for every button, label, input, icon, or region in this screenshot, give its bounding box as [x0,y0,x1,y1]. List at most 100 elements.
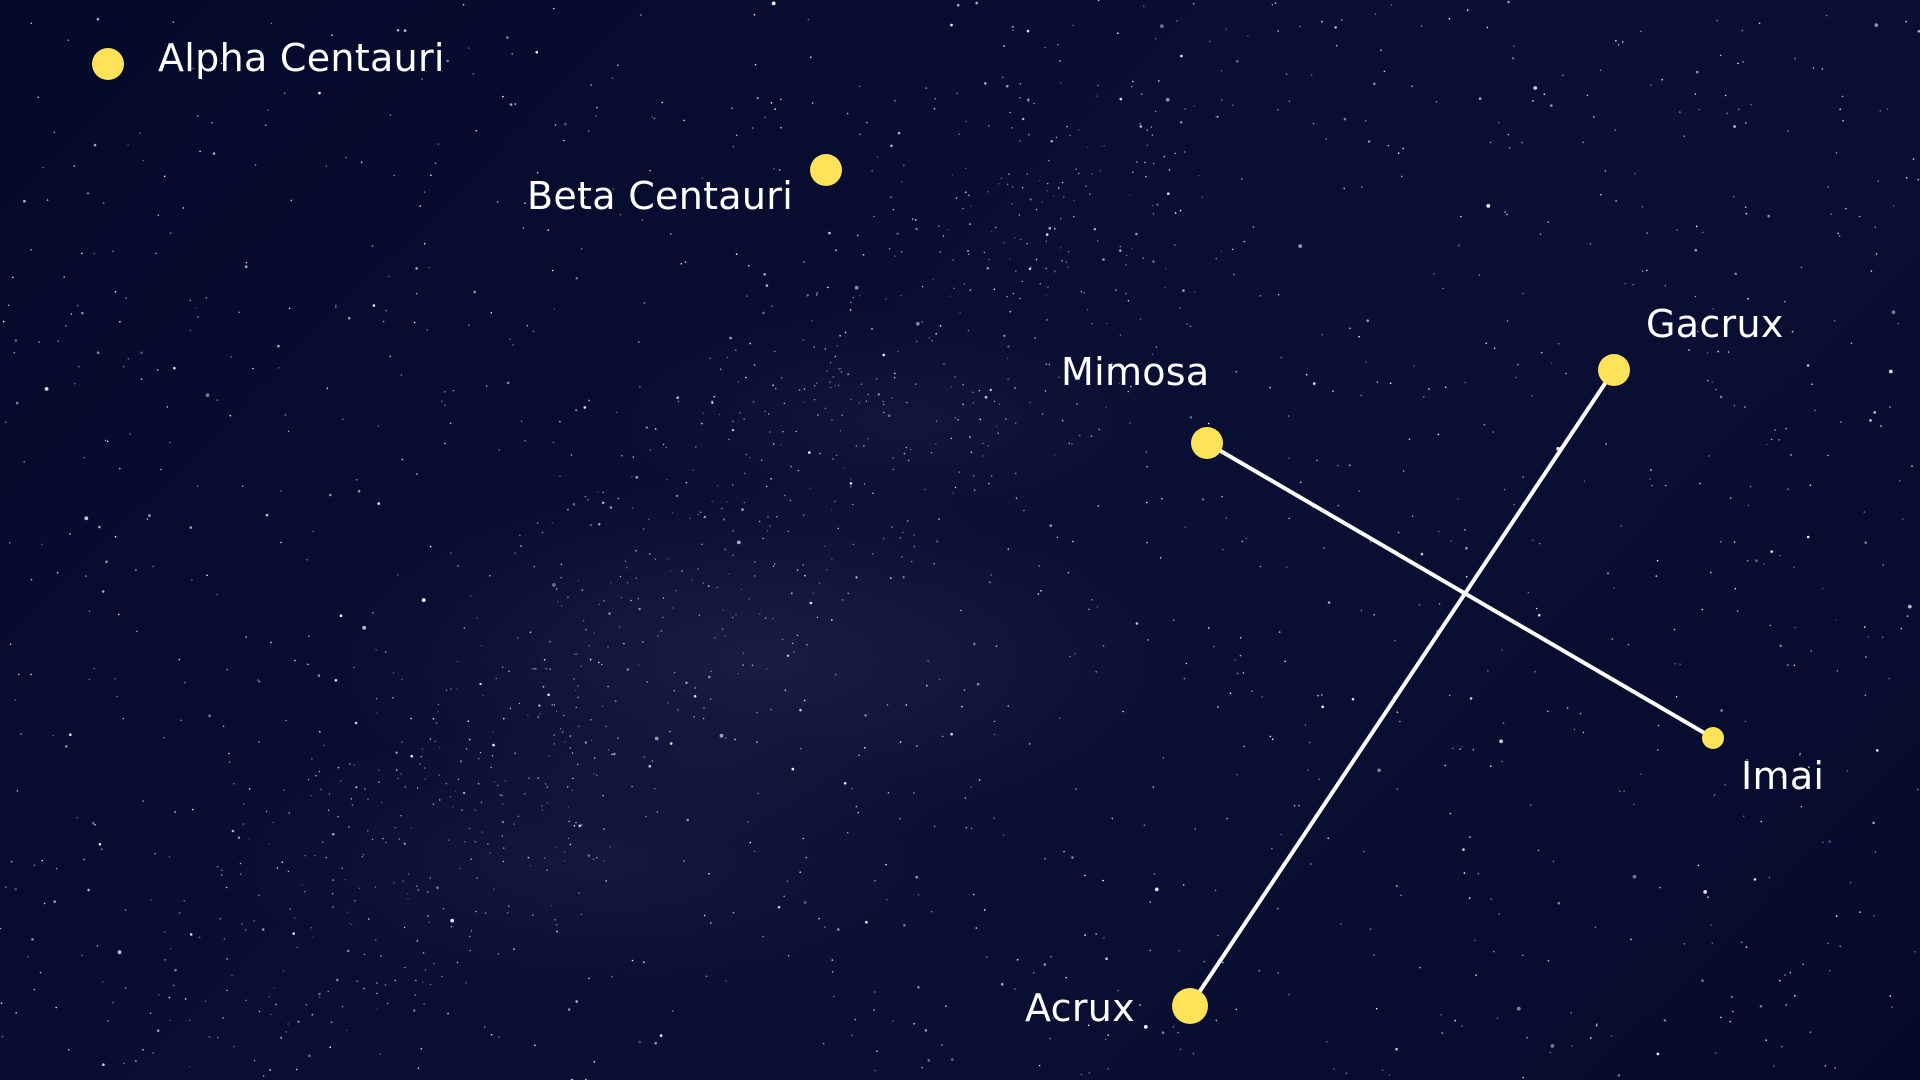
background-star [268,843,270,845]
background-star [1057,44,1059,46]
background-star [564,122,567,126]
background-star [1028,743,1031,745]
background-star [57,340,59,343]
background-star [580,913,583,916]
background-star [1321,694,1323,696]
background-star [970,205,972,207]
background-star [588,977,590,980]
background-star [855,445,857,447]
background-star [377,425,380,427]
background-star [1053,270,1057,273]
background-star [789,499,792,502]
background-star [560,605,563,607]
background-star [421,748,424,750]
background-star [583,620,585,622]
background-star [797,469,800,472]
background-star [1413,365,1415,367]
background-star [1127,300,1130,302]
background-star [457,778,460,781]
background-star [461,809,463,811]
background-star [668,558,670,560]
background-star [593,1061,596,1063]
background-star [490,1033,493,1036]
background-star [528,777,530,779]
background-star [1118,382,1121,385]
background-star [580,248,583,250]
background-star [37,96,40,99]
background-star [242,823,245,825]
background-star [654,736,659,741]
background-star [654,558,656,560]
background-star [970,786,972,788]
background-star [490,766,492,769]
background-star [1566,707,1569,709]
background-star [456,961,459,964]
line-gacrux-acrux [1188,368,1616,1008]
background-star [564,860,566,862]
background-star [969,436,971,438]
background-star [1769,624,1772,627]
background-star [1312,122,1315,125]
background-star [1015,422,1017,424]
background-star [1085,185,1087,187]
background-star [1679,111,1681,113]
background-star [527,856,530,859]
background-star [964,191,967,193]
background-star [226,668,228,671]
background-star [907,459,910,462]
background-star [1277,972,1279,974]
background-star [30,22,33,25]
background-star [976,682,980,686]
background-star [1361,186,1363,188]
background-star [1365,361,1367,364]
background-star [114,678,116,680]
background-star [332,906,335,908]
background-star [1395,1047,1398,1051]
background-star [1027,98,1030,101]
background-star [1794,626,1796,629]
background-star [1285,566,1288,568]
background-star [1174,212,1177,214]
background-star [601,663,603,666]
background-star [799,871,801,873]
background-star [385,842,387,844]
background-star [1526,1037,1528,1039]
background-star [1366,319,1369,323]
background-star [1022,117,1025,121]
background-star [152,565,154,568]
background-star [851,787,853,790]
background-star [1734,272,1737,276]
background-star [1888,677,1891,680]
background-star [1293,804,1296,807]
background-star [192,67,194,70]
background-star [98,843,102,846]
background-star [1360,609,1363,612]
background-star [569,747,571,749]
background-star [1130,385,1132,388]
background-star [14,888,17,891]
background-star [1539,233,1542,235]
background-star [380,955,382,957]
background-star [1061,419,1064,422]
background-star [1720,1016,1722,1019]
background-star [811,102,814,104]
background-star [529,631,532,634]
background-star [654,428,657,430]
background-star [114,290,117,293]
background-star [462,791,466,795]
background-star [1128,194,1131,196]
background-star [245,261,248,264]
background-star [1781,776,1784,778]
background-star [1251,690,1253,692]
background-star [496,201,499,203]
background-star [146,518,149,520]
background-star [894,99,896,102]
background-star [754,575,756,577]
background-star [724,548,726,551]
background-star [23,199,26,203]
background-star [1701,608,1704,611]
background-star [1075,788,1077,790]
background-star [178,658,181,661]
background-star [719,733,724,738]
